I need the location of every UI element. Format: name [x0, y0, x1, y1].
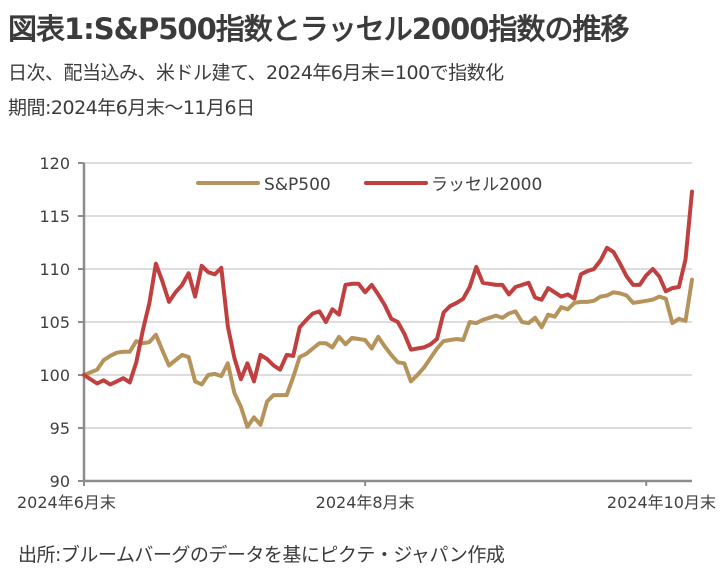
y-tick-label: 105: [39, 313, 70, 332]
series-line-russell2000: [82, 189, 694, 387]
legend: S&P500 ラッセル2000: [196, 175, 542, 195]
y-tick-label: 115: [39, 207, 70, 226]
y-tick-label: 100: [39, 366, 70, 385]
chart-period: 期間:2024年6月末〜11月6日: [8, 97, 255, 119]
series-lines: [82, 189, 694, 429]
x-tick-label: 2024年6月末: [17, 493, 116, 512]
y-axis: 90 95 100 105 110 115 120: [39, 154, 86, 491]
y-tick-label: 90: [50, 472, 70, 491]
legend-label-russell2000: ラッセル2000: [431, 175, 542, 195]
series-line-sp500: [82, 277, 694, 429]
y-tick-label: 120: [39, 154, 70, 173]
chart-title: 図表1:S&P500指数とラッセル2000指数の推移: [8, 12, 629, 46]
chart-subtitle: 日次、配当込み、米ドル建て、2024年6月末=100で指数化: [8, 62, 504, 84]
x-tick-label: 2024年10月末: [607, 493, 716, 512]
x-tick-label: 2024年8月末: [316, 493, 415, 512]
source-note: 出所:ブルームバーグのデータを基にピクテ・ジャパン作成: [18, 544, 505, 566]
legend-label-sp500: S&P500: [264, 175, 331, 195]
y-tick-label: 95: [50, 419, 70, 438]
x-axis: 2024年6月末 2024年8月末 2024年10月末: [17, 479, 716, 512]
y-tick-label: 110: [39, 260, 70, 279]
